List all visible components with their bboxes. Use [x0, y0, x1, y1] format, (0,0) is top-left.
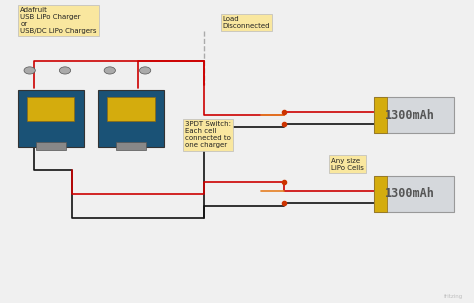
- FancyBboxPatch shape: [98, 90, 164, 147]
- FancyBboxPatch shape: [18, 90, 84, 147]
- Circle shape: [24, 67, 36, 74]
- Text: 1300mAh: 1300mAh: [385, 187, 435, 200]
- Bar: [374, 175, 454, 211]
- Bar: [374, 98, 387, 134]
- Circle shape: [139, 67, 151, 74]
- Circle shape: [59, 67, 71, 74]
- Text: Any size
LiPo Cells: Any size LiPo Cells: [331, 158, 364, 171]
- Text: Load
Disconnected: Load Disconnected: [223, 16, 270, 29]
- Bar: [374, 175, 387, 211]
- Text: 1300mAh: 1300mAh: [385, 109, 435, 122]
- Bar: [374, 98, 454, 134]
- Bar: [27, 97, 74, 121]
- Text: fritzing: fritzing: [444, 294, 463, 299]
- Bar: [36, 142, 66, 150]
- Circle shape: [104, 67, 116, 74]
- Bar: [108, 97, 155, 121]
- Bar: [116, 142, 146, 150]
- Text: Adafruit
USB LiPo Charger
or
USB/DC LiPo Chargers: Adafruit USB LiPo Charger or USB/DC LiPo…: [20, 7, 97, 35]
- Text: 3PDT Switch:
Each cell
connected to
one charger: 3PDT Switch: Each cell connected to one …: [185, 122, 231, 148]
